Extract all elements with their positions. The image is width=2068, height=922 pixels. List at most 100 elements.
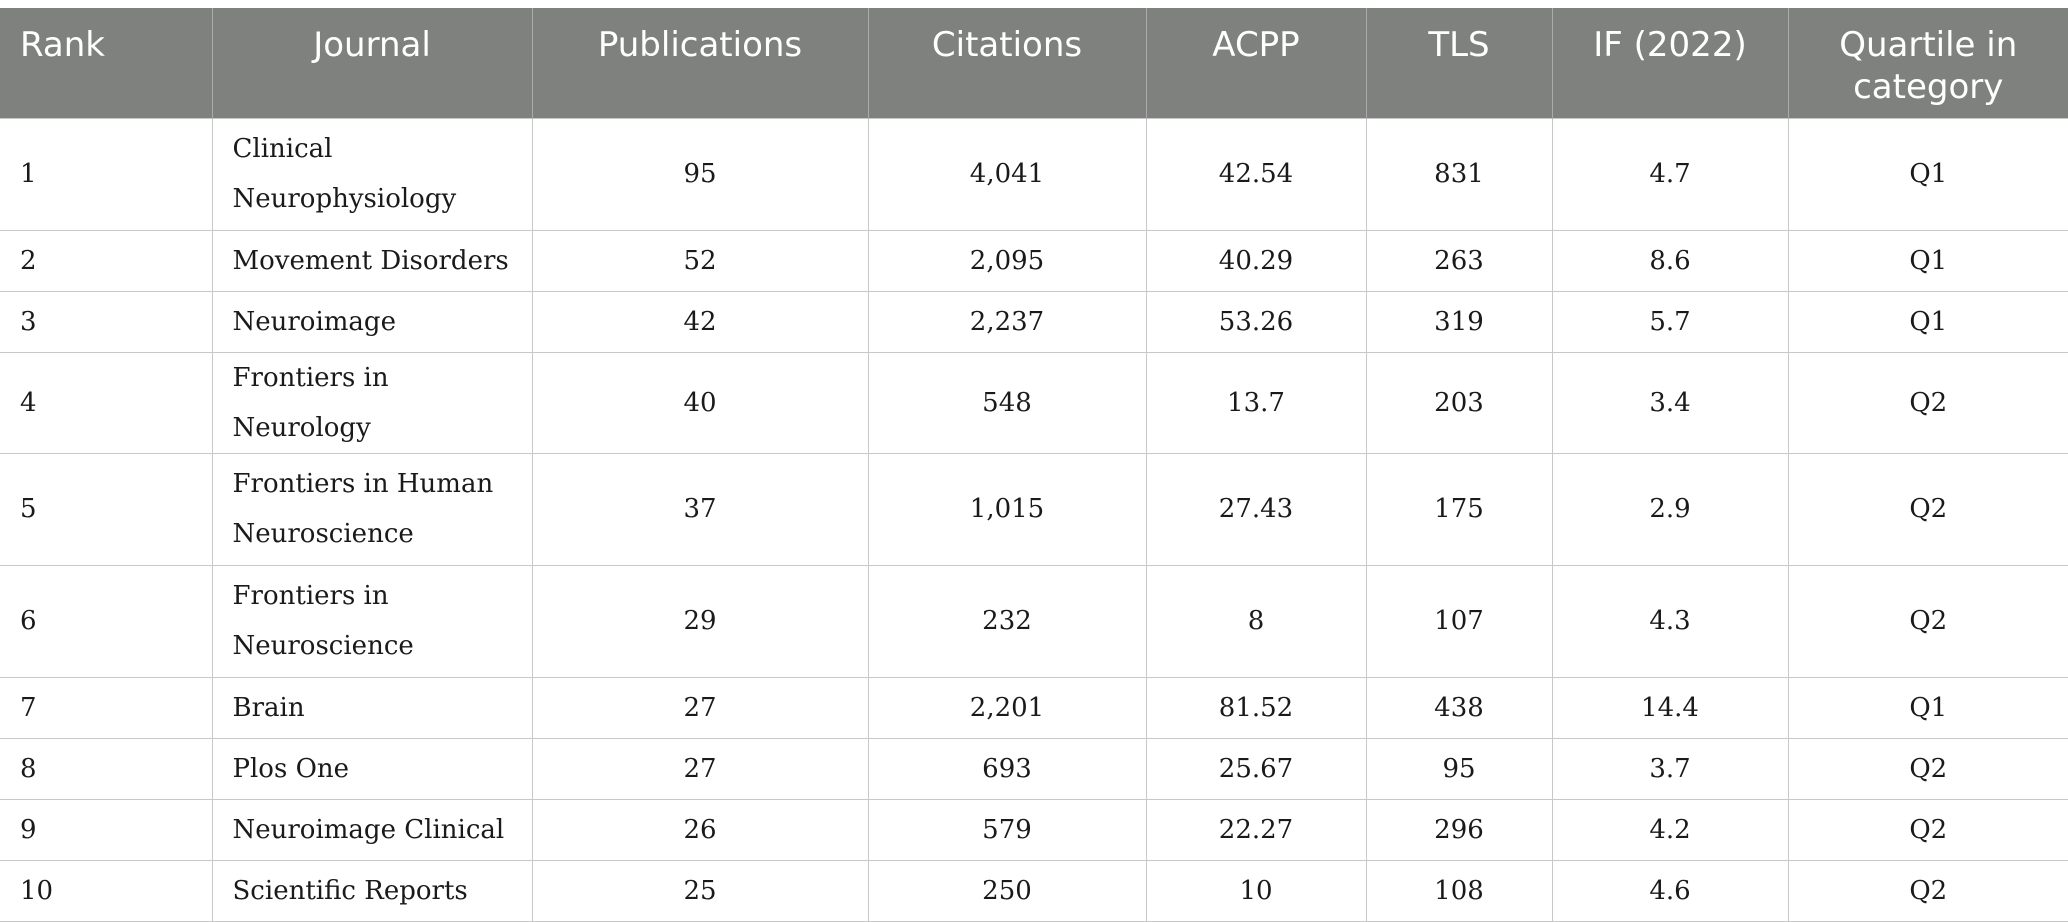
- cell-rank: 5: [0, 452, 212, 566]
- cell-publications: 25: [531, 859, 868, 922]
- cell-citations: 250: [867, 859, 1146, 922]
- cell-rank: 7: [0, 676, 212, 739]
- cell-tls: 831: [1365, 117, 1552, 231]
- header-impact-factor: IF (2022): [1551, 8, 1788, 118]
- cell-journal: Frontiers in Neurology: [211, 351, 532, 454]
- header-citations: Citations: [867, 8, 1146, 118]
- cell-rank: 9: [0, 798, 212, 861]
- cell-acpp: 10: [1145, 859, 1366, 922]
- cell-journal: Frontiers in Neuroscience: [211, 564, 532, 678]
- cell-quartile: Q2: [1787, 351, 2068, 454]
- cell-acpp: 22.27: [1145, 798, 1366, 861]
- cell-impact-factor: 14.4: [1551, 676, 1788, 739]
- cell-rank: 1: [0, 117, 212, 231]
- cell-citations: 232: [867, 564, 1146, 678]
- cell-citations: 548: [867, 351, 1146, 454]
- table-row: 1 Clinical Neurophysiology 95 4,041 42.5…: [0, 117, 2068, 231]
- cell-tls: 108: [1365, 859, 1552, 922]
- cell-tls: 107: [1365, 564, 1552, 678]
- cell-acpp: 13.7: [1145, 351, 1366, 454]
- cell-journal: Movement Disorders: [211, 229, 532, 292]
- cell-publications: 29: [531, 564, 868, 678]
- cell-publications: 27: [531, 676, 868, 739]
- cell-impact-factor: 3.4: [1551, 351, 1788, 454]
- cell-impact-factor: 4.6: [1551, 859, 1788, 922]
- cell-citations: 2,095: [867, 229, 1146, 292]
- cell-quartile: Q2: [1787, 452, 2068, 566]
- cell-publications: 26: [531, 798, 868, 861]
- table-row: 10 Scientific Reports 25 250 10 108 4.6 …: [0, 859, 2068, 922]
- cell-journal: Neuroimage Clinical: [211, 798, 532, 861]
- cell-rank: 6: [0, 564, 212, 678]
- header-journal: Journal: [211, 8, 532, 118]
- cell-quartile: Q1: [1787, 229, 2068, 292]
- cell-rank: 4: [0, 351, 212, 454]
- cell-publications: 37: [531, 452, 868, 566]
- cell-impact-factor: 3.7: [1551, 737, 1788, 800]
- cell-tls: 263: [1365, 229, 1552, 292]
- cell-publications: 42: [531, 290, 868, 353]
- cell-quartile: Q1: [1787, 290, 2068, 353]
- cell-tls: 175: [1365, 452, 1552, 566]
- header-quartile: Quartile in category: [1787, 8, 2068, 118]
- cell-publications: 27: [531, 737, 868, 800]
- cell-impact-factor: 4.7: [1551, 117, 1788, 231]
- cell-tls: 203: [1365, 351, 1552, 454]
- cell-impact-factor: 8.6: [1551, 229, 1788, 292]
- cell-tls: 319: [1365, 290, 1552, 353]
- cell-journal: Frontiers in Human Neuroscience: [211, 452, 532, 566]
- cell-rank: 2: [0, 229, 212, 292]
- header-row: Rank Journal Publications Citations ACPP…: [0, 8, 2068, 118]
- cell-quartile: Q1: [1787, 117, 2068, 231]
- cell-acpp: 81.52: [1145, 676, 1366, 739]
- cell-acpp: 42.54: [1145, 117, 1366, 231]
- cell-journal: Clinical Neurophysiology: [211, 117, 532, 231]
- cell-publications: 95: [531, 117, 868, 231]
- table-row: 3 Neuroimage 42 2,237 53.26 319 5.7 Q1: [0, 290, 2068, 353]
- cell-acpp: 40.29: [1145, 229, 1366, 292]
- cell-tls: 438: [1365, 676, 1552, 739]
- journal-table-container: Rank Journal Publications Citations ACPP…: [0, 8, 2068, 922]
- cell-rank: 3: [0, 290, 212, 353]
- cell-impact-factor: 5.7: [1551, 290, 1788, 353]
- cell-acpp: 53.26: [1145, 290, 1366, 353]
- cell-publications: 52: [531, 229, 868, 292]
- cell-quartile: Q2: [1787, 564, 2068, 678]
- header-rank: Rank: [0, 8, 212, 118]
- cell-citations: 579: [867, 798, 1146, 861]
- cell-tls: 95: [1365, 737, 1552, 800]
- cell-quartile: Q2: [1787, 798, 2068, 861]
- table-row: 5 Frontiers in Human Neuroscience 37 1,0…: [0, 452, 2068, 566]
- table-row: 9 Neuroimage Clinical 26 579 22.27 296 4…: [0, 798, 2068, 861]
- cell-acpp: 27.43: [1145, 452, 1366, 566]
- cell-rank: 8: [0, 737, 212, 800]
- header-acpp: ACPP: [1145, 8, 1366, 118]
- cell-citations: 4,041: [867, 117, 1146, 231]
- cell-tls: 296: [1365, 798, 1552, 861]
- cell-acpp: 8: [1145, 564, 1366, 678]
- cell-quartile: Q1: [1787, 676, 2068, 739]
- cell-citations: 1,015: [867, 452, 1146, 566]
- table-row: 7 Brain 27 2,201 81.52 438 14.4 Q1: [0, 676, 2068, 739]
- cell-citations: 693: [867, 737, 1146, 800]
- table-row: 6 Frontiers in Neuroscience 29 232 8 107…: [0, 564, 2068, 678]
- header-tls: TLS: [1365, 8, 1552, 118]
- cell-rank: 10: [0, 859, 212, 922]
- cell-quartile: Q2: [1787, 859, 2068, 922]
- cell-journal: Plos One: [211, 737, 532, 800]
- cell-publications: 40: [531, 351, 868, 454]
- cell-quartile: Q2: [1787, 737, 2068, 800]
- journal-table: Rank Journal Publications Citations ACPP…: [0, 8, 2068, 922]
- table-header: Rank Journal Publications Citations ACPP…: [0, 8, 2068, 118]
- table-row: 2 Movement Disorders 52 2,095 40.29 263 …: [0, 229, 2068, 292]
- cell-journal: Brain: [211, 676, 532, 739]
- cell-acpp: 25.67: [1145, 737, 1366, 800]
- table-row: 4 Frontiers in Neurology 40 548 13.7 203…: [0, 351, 2068, 454]
- header-publications: Publications: [531, 8, 868, 118]
- cell-impact-factor: 2.9: [1551, 452, 1788, 566]
- cell-journal: Neuroimage: [211, 290, 532, 353]
- table-row: 8 Plos One 27 693 25.67 95 3.7 Q2: [0, 737, 2068, 800]
- cell-citations: 2,237: [867, 290, 1146, 353]
- cell-journal: Scientific Reports: [211, 859, 532, 922]
- cell-impact-factor: 4.2: [1551, 798, 1788, 861]
